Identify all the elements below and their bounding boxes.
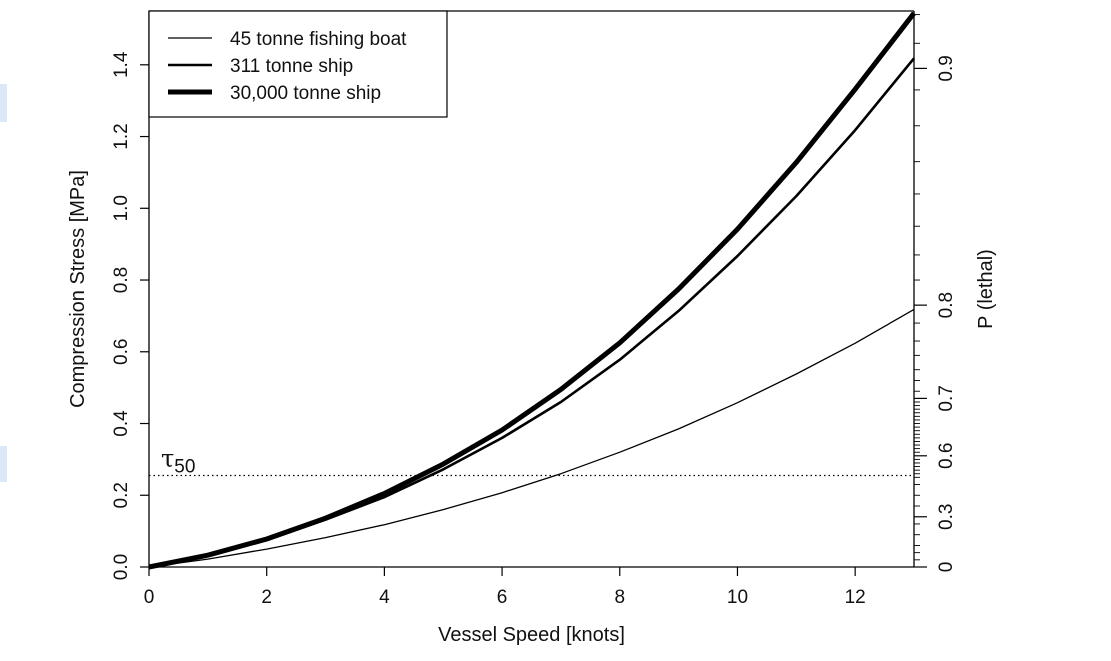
y2-tick-label: 0.3: [936, 504, 957, 530]
y2-axis-title: P (lethal): [975, 249, 997, 329]
y2-tick-label: 0.7: [936, 385, 957, 411]
left-edge-marker-top: [0, 84, 7, 122]
x-axis-title: Vessel Speed [knots]: [438, 624, 625, 646]
x-tick-label: 8: [614, 587, 625, 608]
y-tick-label: 1.4: [111, 51, 132, 78]
y-tick-label: 0.6: [111, 339, 132, 365]
threshold-symbol: τ: [161, 445, 174, 473]
x-tick-label: 6: [497, 587, 508, 608]
y-tick-label: 0.4: [111, 410, 132, 437]
x-tick-label: 12: [845, 587, 866, 608]
legend-label-1: 45 tonne fishing boat: [230, 29, 407, 50]
y-tick-label: 1.0: [111, 195, 132, 221]
series-line-1: [148, 308, 915, 568]
y-tick-label: 1.2: [111, 123, 132, 149]
series-line-3: [148, 11, 916, 570]
x-tick-label: 0: [144, 587, 155, 608]
y-tick-label: 0.8: [111, 267, 132, 293]
y-axis-title: Compression Stress [MPa]: [67, 170, 89, 408]
threshold-label: τ50: [161, 445, 195, 478]
y2-tick-label: 0.9: [936, 55, 957, 81]
y2-tick-label: 0.6: [936, 443, 957, 469]
legend-label-2: 311 tonne ship: [230, 56, 353, 77]
legend-label-3: 30,000 tonne ship: [230, 83, 381, 104]
x-tick-label: 10: [727, 587, 748, 608]
series-line-2: [148, 57, 916, 569]
y2-tick-label: 0.8: [936, 292, 957, 318]
left-edge-marker-bottom: [0, 446, 7, 482]
y2-tick-label: 0: [936, 562, 957, 573]
x-tick-label: 2: [261, 587, 272, 608]
x-tick-label: 4: [379, 587, 390, 608]
y-tick-label: 0.0: [111, 554, 132, 580]
y-tick-label: 0.2: [111, 482, 132, 508]
threshold-subscript: 50: [174, 457, 195, 478]
